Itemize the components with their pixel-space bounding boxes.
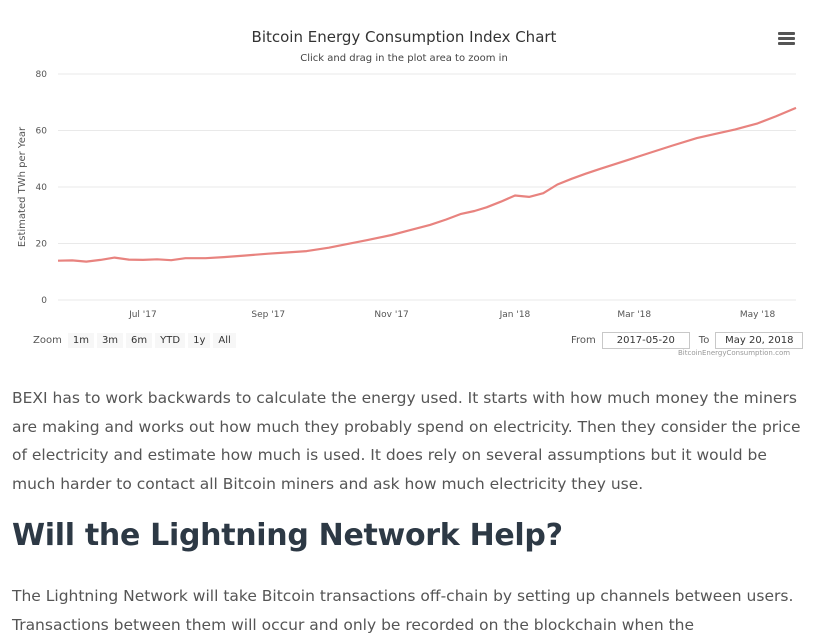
date-range-selector: From 2017-05-20 To May 20, 2018 — [571, 330, 804, 350]
y-axis-ticks: 0 20 40 60 80 — [36, 70, 48, 306]
x-axis-ticks: Jul '17 Sep '17 Nov '17 Jan '18 Mar '18 May '… — [128, 310, 775, 320]
x-tick-label: May '18 — [740, 310, 776, 320]
y-tick-label: 80 — [36, 70, 48, 80]
y-tick-label: 60 — [36, 127, 48, 137]
zoom-controls: Zoom 1m 3m 6m YTD 1y All — [33, 331, 239, 349]
article-paragraph: The Lightning Network will take Bitcoin … — [12, 587, 794, 634]
zoom-label: Zoom — [33, 334, 62, 346]
x-tick-label: Sep '17 — [251, 310, 285, 320]
range-from-input[interactable]: 2017-05-20 — [601, 331, 690, 349]
y-tick-label: 0 — [41, 296, 47, 306]
y-tick-label: 40 — [36, 183, 48, 193]
energy-consumption-chart[interactable]: Bitcoin Energy Consumption Index Chart C… — [0, 0, 818, 330]
x-tick-label: Jul '17 — [128, 310, 157, 320]
range-to-input[interactable]: May 20, 2018 — [715, 331, 804, 349]
article-paragraph: BEXI has to work backwards to calculate … — [12, 389, 801, 493]
y-tick-label: 20 — [36, 240, 48, 250]
zoom-1m-button[interactable]: 1m — [67, 332, 94, 348]
section-heading: Will the Lightning Network Help? — [12, 518, 563, 553]
hamburger-menu-icon[interactable] — [778, 32, 795, 47]
range-from-label: From — [571, 334, 596, 346]
zoom-all-button[interactable]: All — [213, 332, 236, 348]
chart-container: Bitcoin Energy Consumption Index Chart C… — [0, 0, 818, 357]
zoom-ytd-button[interactable]: YTD — [155, 332, 186, 348]
zoom-6m-button[interactable]: 6m — [126, 332, 153, 348]
grid-lines — [58, 73, 796, 301]
zoom-1y-button[interactable]: 1y — [188, 332, 211, 348]
x-tick-label: Jan '18 — [499, 310, 531, 320]
chart-title: Bitcoin Energy Consumption Index Chart — [252, 28, 557, 46]
series-line-energy — [57, 106, 797, 263]
x-tick-label: Nov '17 — [374, 310, 408, 320]
chart-subtitle: Click and drag in the plot area to zoom … — [300, 53, 508, 64]
zoom-3m-button[interactable]: 3m — [96, 332, 124, 348]
range-to-label: To — [698, 334, 710, 346]
y-axis-title: Estimated TWh per Year — [17, 126, 28, 247]
x-tick-label: Mar '18 — [617, 310, 651, 320]
chart-credit: BitcoinEnergyConsumption.com — [678, 349, 791, 357]
